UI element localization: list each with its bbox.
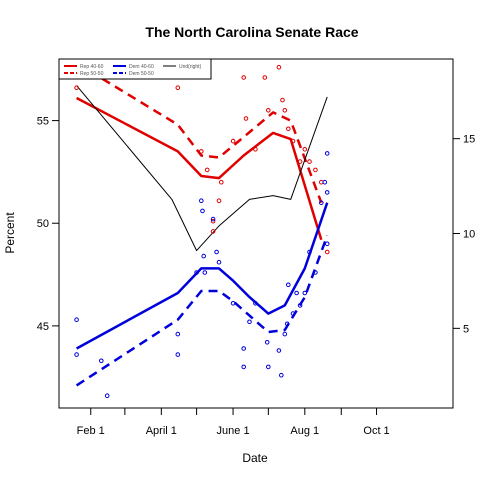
data-point-3: [204, 167, 210, 173]
data-point-20: [302, 147, 308, 152]
data-point-0: [74, 85, 79, 90]
data-point-45: [266, 364, 271, 370]
data-point-16: [282, 108, 288, 113]
legend-label-4: Und(right): [179, 64, 202, 70]
data-point-11: [253, 147, 258, 152]
y-right-tick-label-0: 5: [463, 323, 469, 335]
data-point-39: [230, 301, 236, 306]
data-point-33: [200, 208, 205, 214]
data-point-55: [307, 249, 312, 255]
data-point-22: [313, 167, 318, 173]
data-point-13: [266, 108, 271, 113]
y-left-tick-label-0: 45: [37, 321, 49, 333]
x-tick-label-8: Oct 1: [363, 425, 389, 437]
data-point-2: [199, 149, 204, 154]
data-point-9: [241, 75, 246, 80]
data-point-59: [324, 151, 330, 156]
data-point-15: [280, 97, 285, 103]
data-point-7: [219, 179, 224, 185]
data-point-6: [216, 198, 222, 203]
data-point-32: [199, 198, 204, 203]
series-line-1: [75, 62, 323, 204]
data-point-17: [286, 126, 291, 132]
data-point-50: [286, 282, 291, 288]
data-point-47: [279, 372, 284, 378]
x-tick-label-0: Feb 1: [77, 425, 105, 437]
y-right-tick-label-1: 10: [463, 229, 475, 241]
data-point-44: [264, 340, 270, 345]
data-point-25: [74, 317, 79, 323]
data-point-36: [210, 216, 216, 222]
data-point-29: [175, 331, 181, 337]
data-point-42: [247, 319, 252, 325]
data-point-46: [276, 348, 282, 353]
y-right-tick-label-2: 15: [463, 134, 475, 146]
legend-label-1: Rep 50-50: [80, 71, 104, 77]
data-point-52: [294, 290, 299, 296]
data-point-10: [243, 116, 249, 121]
data-point-8: [230, 138, 236, 144]
x-tick-label-4: June 1: [217, 425, 250, 437]
series-line-0: [76, 96, 323, 241]
y-left-tick-label-1: 50: [37, 218, 49, 230]
data-point-24: [324, 249, 330, 255]
data-point-48: [282, 331, 288, 337]
y-axis-label: Percent: [3, 212, 17, 254]
legend-label-2: Dem 40-60: [129, 64, 154, 70]
data-point-35: [202, 270, 208, 275]
data-point-37: [214, 249, 219, 255]
data-point-31: [194, 270, 199, 275]
x-tick-label-2: April 1: [146, 425, 177, 437]
legend-label-0: Rep 40-60: [80, 64, 104, 70]
x-tick-label-6: Aug 1: [290, 425, 319, 437]
plot-area-frame: [58, 58, 454, 409]
data-point-18: [290, 138, 296, 144]
data-point-57: [319, 200, 324, 205]
data-point-12: [262, 75, 268, 80]
data-point-30: [175, 352, 181, 357]
data-point-60: [324, 190, 330, 195]
data-point-14: [276, 64, 282, 70]
data-point-61: [324, 241, 330, 247]
series-line-4: [76, 85, 328, 252]
data-point-40: [241, 346, 246, 351]
data-points: [74, 64, 330, 399]
data-point-4: [210, 218, 216, 224]
data-point-26: [74, 352, 79, 357]
data-point-1: [175, 85, 181, 90]
series-line-2: [75, 202, 329, 350]
data-point-53: [297, 303, 303, 308]
series-line-3: [75, 235, 329, 387]
data-point-49: [284, 321, 290, 327]
data-point-51: [290, 311, 296, 316]
data-point-43: [253, 301, 258, 306]
data-point-5: [210, 229, 216, 234]
legend-label-3: Dem 50-50: [129, 71, 154, 77]
chart-title: The North Carolina Senate Race: [145, 24, 358, 40]
data-point-19: [297, 159, 303, 164]
data-point-54: [302, 290, 308, 296]
legend-box: [58, 58, 212, 80]
y-left-tick-label-2: 55: [37, 116, 49, 128]
data-point-41: [241, 364, 246, 370]
x-axis-label: Date: [242, 451, 268, 465]
data-point-38: [216, 259, 222, 265]
data-point-56: [313, 270, 318, 275]
data-point-21: [307, 159, 312, 164]
series-lines: [75, 62, 329, 387]
data-point-34: [201, 253, 206, 259]
data-point-28: [104, 393, 110, 399]
data-point-27: [99, 358, 104, 364]
data-point-58: [322, 179, 328, 185]
